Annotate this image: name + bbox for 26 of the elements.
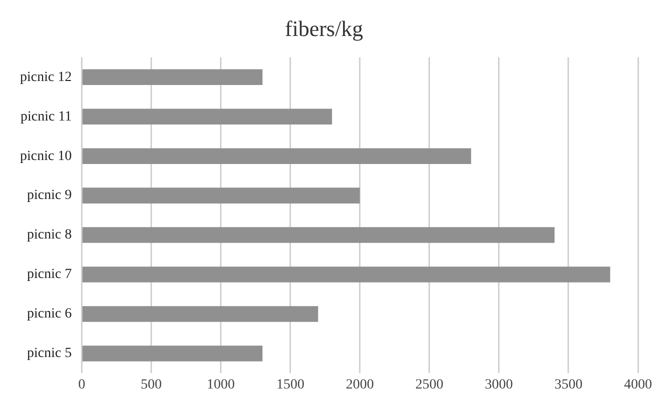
y-tick-label: picnic 6 bbox=[26, 306, 72, 322]
x-tick-label: 1000 bbox=[206, 377, 235, 392]
bar bbox=[82, 306, 318, 322]
x-tick-label: 4000 bbox=[624, 377, 652, 392]
bar bbox=[82, 266, 610, 282]
chart-title: fibers/kg bbox=[284, 16, 364, 41]
y-tick-label: picnic 7 bbox=[26, 267, 72, 282]
y-tick-label: picnic 9 bbox=[26, 188, 72, 204]
y-tick-label: picnic 11 bbox=[20, 109, 72, 124]
y-tick-label: picnic 8 bbox=[26, 228, 72, 243]
x-tick-label: 2500 bbox=[415, 377, 444, 392]
x-tick-label: 2000 bbox=[346, 377, 374, 392]
x-tick-label: 500 bbox=[140, 377, 162, 392]
bar bbox=[82, 108, 332, 125]
x-tick-label: 3500 bbox=[554, 377, 582, 392]
x-tick-label: 1500 bbox=[276, 377, 304, 392]
y-tick-label: picnic 12 bbox=[20, 70, 72, 85]
bar bbox=[82, 188, 360, 204]
bar bbox=[82, 346, 262, 362]
bar bbox=[82, 148, 472, 164]
y-tick-label: picnic 5 bbox=[26, 346, 72, 362]
bar bbox=[82, 69, 262, 86]
x-tick-label: 0 bbox=[78, 377, 86, 392]
x-tick-label: 3000 bbox=[484, 377, 513, 392]
y-tick-label: picnic 10 bbox=[20, 148, 72, 164]
bar bbox=[82, 227, 555, 243]
